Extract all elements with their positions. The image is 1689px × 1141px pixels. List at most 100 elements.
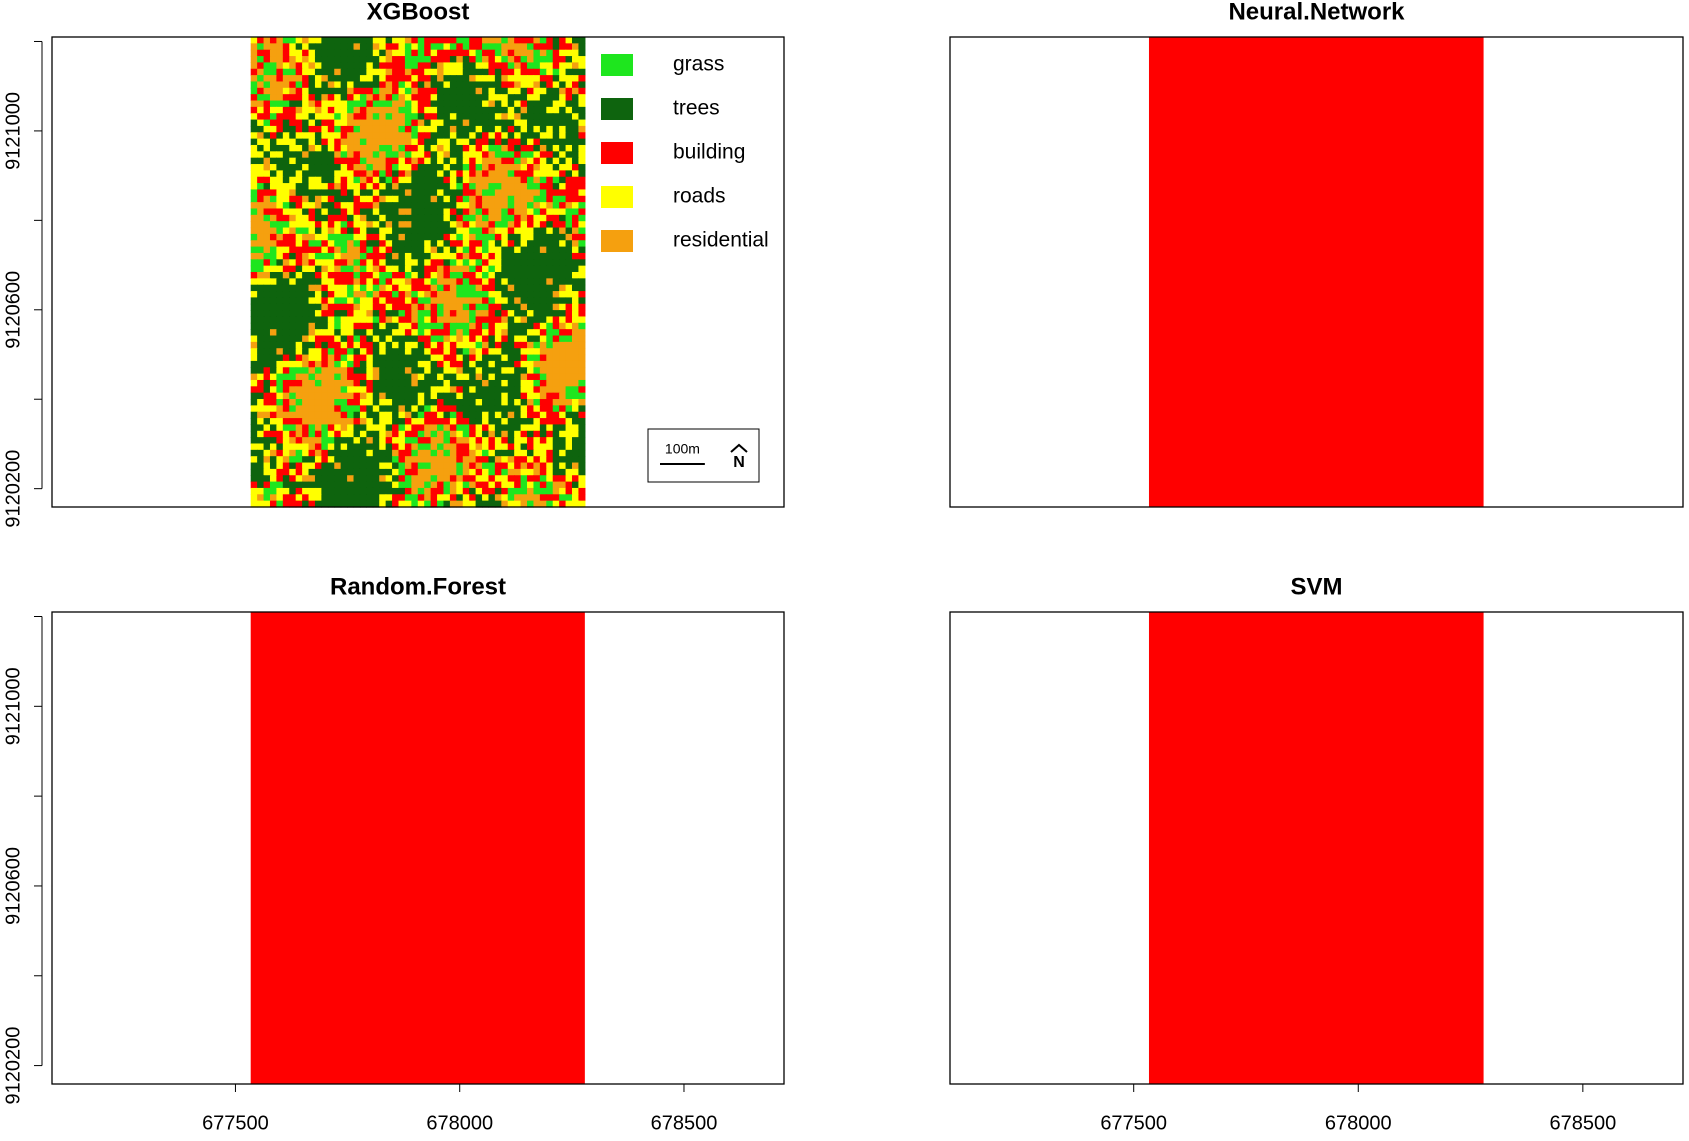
raster-cell — [494, 316, 502, 324]
raster-cell — [456, 278, 464, 286]
raster-cell — [398, 360, 406, 368]
raster-cell — [359, 322, 367, 330]
raster-cell — [398, 418, 406, 426]
raster-cell — [501, 310, 509, 318]
raster-cell — [334, 386, 342, 394]
raster-cell — [334, 138, 342, 146]
raster-cell — [250, 227, 258, 235]
raster-cell — [308, 81, 316, 89]
raster-cell — [578, 386, 586, 394]
raster-cell — [372, 49, 380, 57]
raster-cell — [437, 449, 445, 457]
raster-cell — [565, 144, 573, 152]
raster-cell — [372, 43, 380, 51]
raster-cell — [565, 329, 573, 337]
raster-cell — [449, 144, 457, 152]
raster-cell — [456, 405, 464, 413]
raster-cell — [462, 183, 470, 191]
raster-cell — [462, 62, 470, 70]
raster-cell — [411, 487, 419, 495]
raster-cell — [424, 151, 432, 159]
raster-cell — [494, 329, 502, 337]
raster-cell — [507, 348, 515, 356]
raster-cell — [347, 202, 355, 210]
raster-cell — [520, 164, 528, 171]
raster-cell — [392, 316, 400, 324]
raster-cell — [366, 176, 374, 184]
raster-cell — [385, 437, 393, 445]
raster-cell — [437, 106, 445, 114]
legend-swatch — [601, 54, 633, 76]
raster-cell — [507, 208, 515, 216]
raster-cell — [488, 418, 496, 426]
raster-cell — [552, 354, 560, 362]
raster-cell — [437, 360, 445, 368]
raster-cell — [295, 94, 303, 102]
raster-cell — [449, 176, 457, 184]
raster-cell — [578, 233, 586, 241]
raster-cell — [359, 100, 367, 108]
raster-cell — [430, 303, 438, 311]
raster-cell — [462, 157, 470, 165]
raster-cell — [366, 227, 374, 235]
raster-cell — [572, 183, 580, 191]
raster-cell — [488, 189, 496, 197]
raster-cell — [488, 367, 496, 375]
raster-cell — [327, 132, 335, 140]
raster-cell — [289, 138, 297, 146]
legend-label: roads — [673, 185, 726, 208]
raster-cell — [379, 335, 387, 343]
raster-cell — [404, 75, 412, 83]
raster-cell — [501, 303, 509, 311]
raster-cell — [276, 341, 284, 349]
raster-cell — [295, 208, 303, 216]
raster-cell — [295, 144, 303, 152]
raster-cell — [488, 284, 496, 292]
raster-cell — [379, 481, 387, 489]
raster-cell — [404, 195, 412, 203]
raster-cell — [469, 354, 477, 362]
raster-cell — [488, 456, 496, 464]
raster-cell — [527, 195, 535, 203]
raster-cell — [334, 335, 342, 343]
raster-cell — [533, 405, 541, 413]
raster-cell — [494, 424, 502, 432]
raster-cell — [520, 100, 528, 108]
raster-cell — [353, 43, 361, 51]
raster-cell — [552, 113, 560, 121]
raster-cell — [314, 81, 322, 89]
raster-cell — [411, 252, 419, 260]
raster-cell — [449, 246, 457, 254]
raster-cell — [334, 62, 342, 70]
raster-cell — [250, 360, 258, 368]
raster-cell — [257, 500, 265, 508]
raster-cell — [276, 75, 284, 83]
raster-cell — [276, 310, 284, 318]
raster-cell — [533, 221, 541, 229]
raster-cell — [482, 399, 490, 406]
raster-cell — [565, 475, 573, 483]
raster-cell — [385, 405, 393, 413]
raster-cell — [250, 348, 258, 356]
raster-cell — [449, 392, 457, 400]
raster-cell — [488, 481, 496, 489]
raster-cell — [276, 138, 284, 146]
raster-cell — [552, 500, 560, 508]
raster-cell — [572, 94, 580, 102]
raster-cell — [456, 392, 464, 400]
raster-cell — [327, 94, 335, 102]
raster-cell — [347, 322, 355, 330]
raster-cell — [347, 75, 355, 83]
raster-cell — [404, 424, 412, 432]
raster-cell — [539, 329, 547, 337]
raster-cell — [327, 176, 335, 184]
raster-cell — [578, 144, 586, 152]
raster-cell — [308, 151, 316, 159]
raster-cell — [308, 303, 316, 311]
raster-cell — [520, 246, 528, 254]
raster-cell — [430, 81, 438, 89]
raster-cell — [392, 94, 400, 102]
raster-cell — [302, 468, 310, 476]
raster-cell — [462, 386, 470, 394]
raster-cell — [456, 316, 464, 324]
